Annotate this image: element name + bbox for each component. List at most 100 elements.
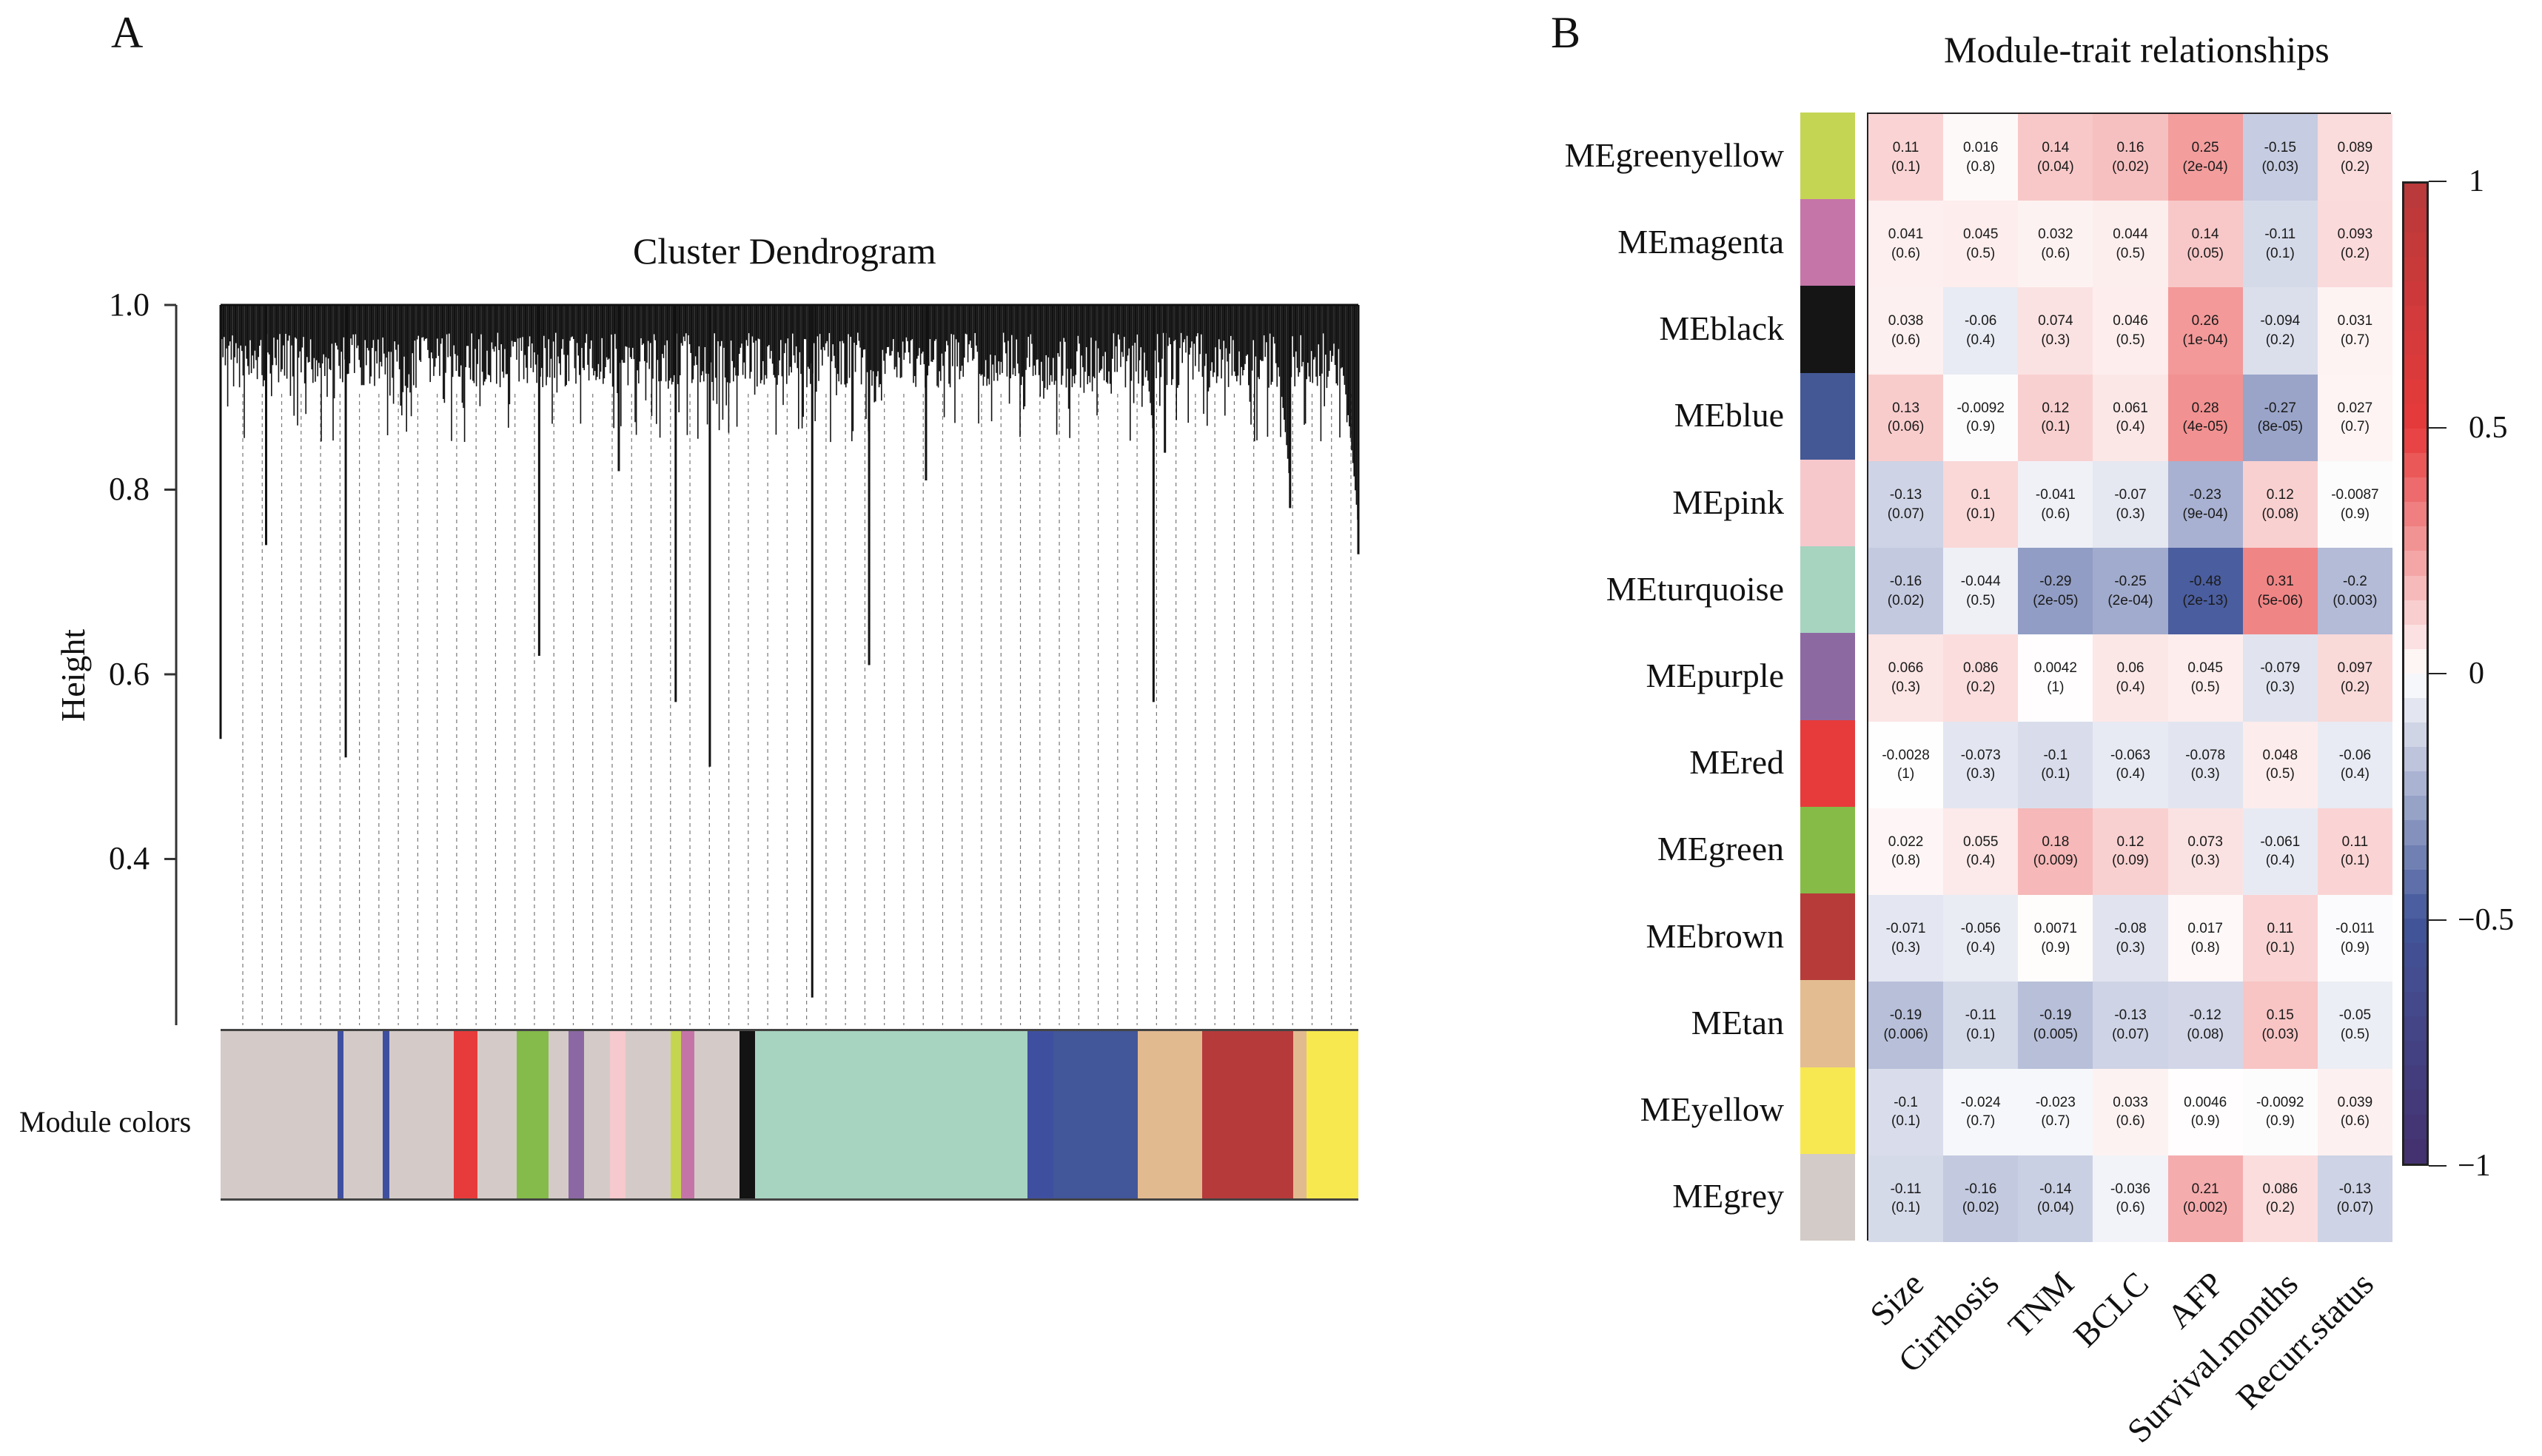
correlation-value: -0.14	[2039, 1181, 2072, 1197]
module-swatch	[1800, 546, 1855, 634]
heatmap-cell: 0.06 (0.4)	[2093, 634, 2168, 722]
module-color-segment	[754, 1031, 872, 1198]
heatmap-cell: 0.039 (0.6)	[2317, 1068, 2392, 1155]
heatmap-cell: -0.061 (0.4)	[2242, 808, 2318, 896]
correlation-value: -0.079	[2260, 660, 2301, 677]
module-color-segment	[1053, 1031, 1138, 1198]
p-value: (0.1)	[2041, 419, 2070, 435]
correlation-value: 0.12	[2116, 833, 2144, 850]
heatmap-cell: -0.0028 (1)	[1868, 721, 1944, 808]
colorscale-step	[2404, 453, 2427, 478]
colorscale-step	[2404, 575, 2427, 600]
heatmap-cell: 0.31 (5e-06)	[2242, 548, 2318, 635]
correlation-value: 0.11	[2267, 921, 2294, 937]
p-value: (0.03)	[2261, 1026, 2299, 1042]
p-value: (0.6)	[2116, 1200, 2145, 1216]
heatmap-cell: -0.05 (0.5)	[2317, 982, 2392, 1069]
row-label: MEturquoise	[1606, 569, 1784, 608]
row-label: MEblack	[1659, 309, 1784, 348]
colorscale-step	[2404, 526, 2427, 551]
colorscale-tick	[2429, 919, 2447, 921]
colorscale-step	[2404, 918, 2427, 943]
p-value: (0.3)	[2190, 766, 2220, 782]
colorscale-step	[2404, 1114, 2427, 1139]
p-value: (0.1)	[1891, 1113, 1921, 1130]
p-value: (0.8)	[1966, 158, 1996, 175]
module-color-segment	[337, 1031, 344, 1198]
heatmap-cell: 0.031 (0.7)	[2317, 287, 2392, 375]
correlation-value: -0.07	[2114, 486, 2147, 503]
colorscale-tick-label: 1	[2469, 164, 2484, 198]
heatmap-cell: -0.011 (0.9)	[2317, 895, 2392, 982]
correlation-value: -0.23	[2189, 486, 2221, 503]
p-value: (0.04)	[2037, 158, 2074, 175]
correlation-value: 0.044	[2113, 227, 2148, 243]
p-value: (0.03)	[2261, 158, 2299, 175]
correlation-value: 0.041	[1888, 227, 1924, 243]
heatmap-cell: 0.14 (0.05)	[2167, 201, 2243, 288]
p-value: (0.02)	[1962, 1200, 1999, 1216]
y-tick-label: 0.6	[109, 655, 150, 692]
p-value: (0.3)	[1891, 939, 1921, 956]
heatmap-cell: 0.21 (0.002)	[2167, 1155, 2243, 1242]
colorscale-step	[2404, 1041, 2427, 1066]
p-value: (0.08)	[2187, 1026, 2224, 1042]
correlation-value: -0.094	[2260, 313, 2301, 329]
row-label: MEblue	[1674, 396, 1784, 435]
module-color-segment	[671, 1031, 682, 1198]
p-value: (0.1)	[2265, 245, 2295, 261]
heatmap-cell: 0.045 (0.5)	[2167, 634, 2243, 722]
correlation-value: -0.06	[1965, 313, 1997, 329]
heatmap-cell: -0.11 (0.1)	[1868, 1155, 1944, 1242]
correlation-value: 0.0046	[2184, 1094, 2227, 1110]
correlation-value: -0.071	[1885, 921, 1926, 937]
p-value: (2e-04)	[2107, 592, 2153, 608]
module-color-segment	[343, 1031, 383, 1198]
heatmap-cell: 0.18 (0.009)	[2018, 808, 2093, 896]
module-color-bar	[221, 1029, 1358, 1201]
p-value: (0.02)	[1887, 592, 1925, 608]
p-value: (0.7)	[2041, 1113, 2070, 1130]
correlation-value: 0.093	[2337, 227, 2373, 243]
heatmap-cell: 0.16 (0.02)	[2093, 114, 2168, 201]
heatmap-cell: -0.14 (0.04)	[2018, 1155, 2093, 1242]
colorscale-tick-label: 0	[2469, 657, 2484, 691]
row-label: MEbrown	[1646, 916, 1784, 955]
correlation-value: 0.06	[2116, 660, 2144, 677]
heatmap-cell: 0.11 (0.1)	[2242, 895, 2318, 982]
p-value: (0.4)	[2116, 419, 2145, 435]
p-value: (0.9)	[1966, 419, 1996, 435]
p-value: (0.2)	[2340, 245, 2370, 261]
p-value: (0.2)	[2340, 679, 2370, 695]
p-value: (0.6)	[2116, 1113, 2145, 1130]
correlation-value: 0.1	[1971, 486, 1991, 503]
module-swatch	[1800, 459, 1855, 547]
heatmap-cell: -0.06 (0.4)	[2317, 721, 2392, 808]
p-value: (0.6)	[1891, 245, 1921, 261]
p-value: (0.2)	[2340, 158, 2370, 175]
correlation-value: -0.023	[2035, 1094, 2076, 1110]
module-color-segment	[1306, 1031, 1358, 1198]
module-swatch	[1800, 1153, 1855, 1241]
heatmap-cell: 0.016 (0.8)	[1943, 114, 2019, 201]
heatmap-cell: 0.11 (0.1)	[2317, 808, 2392, 896]
p-value: (0.1)	[2041, 766, 2070, 782]
module-color-segment	[871, 1031, 1027, 1198]
heatmap-cell: 0.097 (0.2)	[2317, 634, 2392, 722]
module-color-segment	[625, 1031, 671, 1198]
p-value: (0.4)	[2116, 766, 2145, 782]
correlation-value: 0.16	[2116, 139, 2144, 155]
colorscale-step	[2404, 600, 2427, 625]
correlation-value: 0.016	[1962, 139, 1999, 155]
p-value: (0.4)	[1966, 853, 1996, 869]
p-value: (0.1)	[2265, 939, 2295, 956]
correlation-value: 0.11	[1892, 139, 1919, 155]
correlation-value: -0.063	[2110, 747, 2150, 763]
p-value: (5e-06)	[2257, 592, 2303, 608]
colorscale-tick	[2429, 1165, 2447, 1167]
p-value: (0.1)	[1966, 506, 1996, 522]
correlation-value: -0.11	[1965, 1007, 1996, 1024]
p-value: (2e-04)	[2182, 158, 2228, 175]
colorscale-step	[2404, 232, 2427, 258]
correlation-value: 0.12	[2266, 486, 2294, 503]
